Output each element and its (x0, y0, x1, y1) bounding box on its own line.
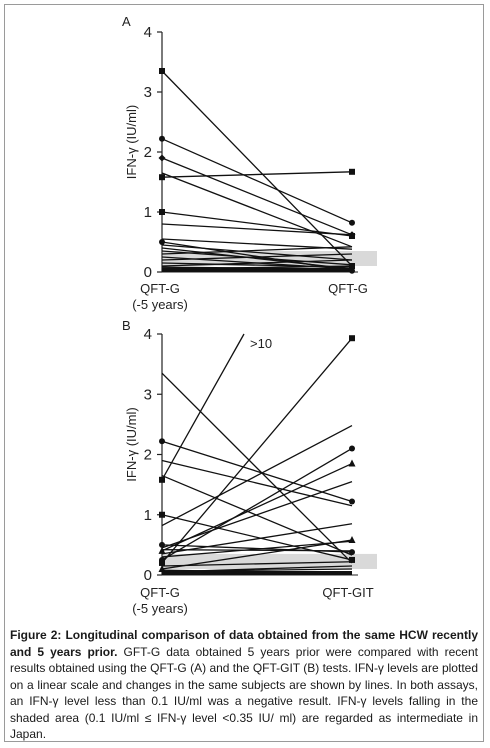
point-circle (159, 135, 165, 142)
y-tick-label: 2 (144, 144, 152, 161)
subject-line (161, 425, 353, 527)
y-tick-label: 0 (144, 567, 152, 584)
point-triangle (348, 536, 356, 544)
subject-line (161, 540, 353, 558)
panel-letter: A (122, 14, 131, 29)
point-square (349, 335, 355, 342)
y-tick-label: 4 (144, 326, 152, 343)
subject-line (161, 462, 353, 552)
subject-line (161, 171, 353, 178)
subject-line (161, 266, 353, 270)
figure-caption: Figure 2: Longitudinal comparison of dat… (10, 627, 478, 743)
subject-line (161, 172, 353, 248)
subject-line (161, 244, 353, 261)
point-square (159, 476, 165, 483)
point-triangle (158, 546, 166, 554)
x-category-label: QFT-G (328, 281, 368, 296)
point-square (349, 556, 355, 563)
point-circle (349, 549, 355, 556)
x-category-label: (-5 years) (132, 297, 188, 312)
point-circle (349, 445, 355, 452)
point-circle (159, 541, 165, 548)
negative-cluster (162, 268, 352, 272)
subject-line (161, 253, 353, 261)
subject-line (161, 267, 353, 271)
subject-line (161, 337, 353, 564)
point-circle (159, 239, 165, 245)
subject-line (161, 138, 353, 224)
point-circle (349, 498, 355, 505)
subject-line (161, 523, 353, 555)
point-square (349, 168, 355, 175)
y-tick-label: 0 (144, 264, 152, 281)
point-square (159, 511, 165, 518)
subject-line (161, 211, 353, 237)
subject-line (161, 259, 353, 267)
point-triangle (348, 459, 356, 467)
x-category-label: QFT-GIT (322, 585, 373, 600)
subject-line (161, 514, 353, 561)
x-category-label: QFT-G (140, 281, 180, 296)
point-square (159, 174, 165, 181)
point-square (159, 209, 165, 215)
subject-line (161, 539, 353, 570)
subject-line (161, 459, 353, 507)
y-tick-label: 1 (144, 204, 152, 221)
x-category-label: QFT-G (140, 585, 180, 600)
y-tick-label: 4 (144, 24, 152, 41)
point-circle (159, 438, 165, 445)
subject-line (161, 157, 353, 236)
subject-line (161, 568, 353, 573)
offscale-annotation: >10 (250, 336, 272, 351)
point-diamond (158, 154, 166, 162)
subject-line (161, 549, 353, 552)
caption-title: Figure 2: Longitudinal comparison of dat… (10, 628, 478, 659)
subject-line (161, 333, 245, 481)
figure-frame (4, 4, 484, 742)
point-square (159, 559, 165, 566)
point-square (159, 68, 165, 74)
y-tick-label: 2 (144, 447, 152, 464)
subject-line (161, 561, 353, 567)
subject-line (161, 246, 353, 255)
panel-b: B 0 1 2 3 4 IFN-γ (IU/ml) QFT-G(-5 years) QFT-GI… (122, 318, 377, 616)
subject-line (161, 223, 353, 236)
y-tick-label: 1 (144, 507, 152, 524)
x-category-label: (-5 years) (132, 601, 188, 616)
y-axis-label: IFN-γ (IU/ml) (124, 407, 139, 481)
point-square (349, 233, 355, 239)
subject-line (161, 372, 353, 564)
y-axis-label: IFN-γ (IU/ml) (124, 105, 139, 179)
y-tick-label: 3 (144, 386, 152, 403)
subject-line (161, 440, 353, 503)
panel-letter: B (122, 318, 131, 333)
y-tick-label: 3 (144, 84, 152, 101)
subject-line (161, 447, 353, 561)
point-circle (349, 219, 355, 226)
caption-body: GFT-G data obtained 5 years prior were c… (10, 644, 478, 742)
subject-line (161, 70, 353, 267)
